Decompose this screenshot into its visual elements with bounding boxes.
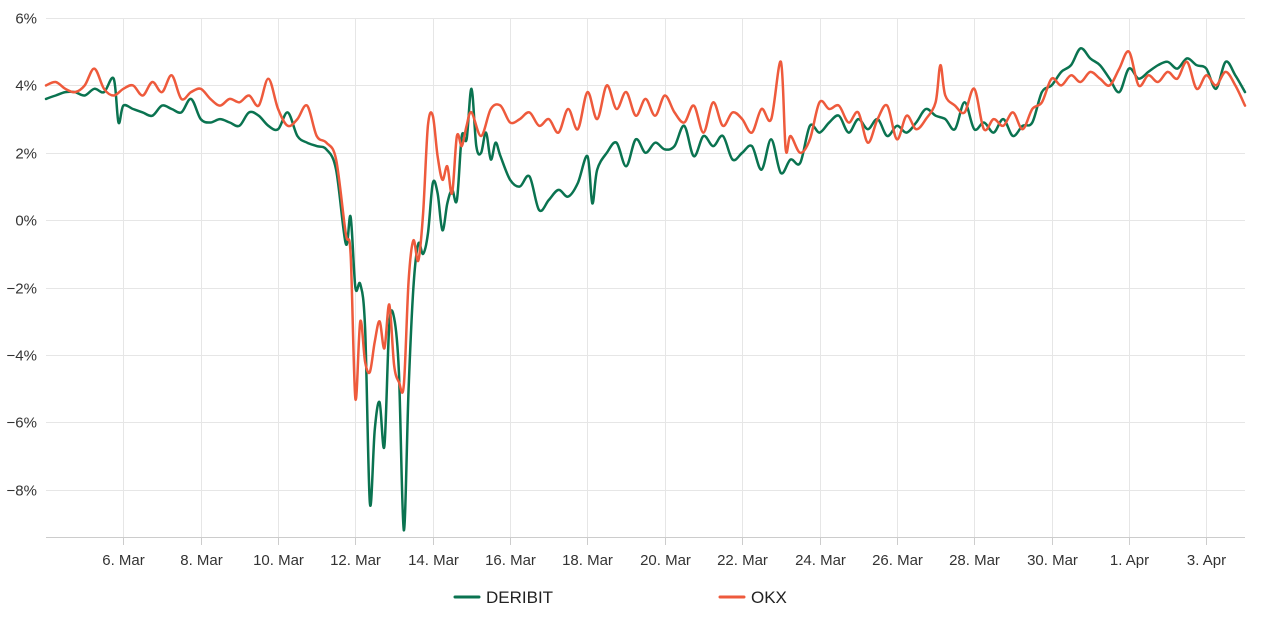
x-tick-label: 3. Apr xyxy=(1187,552,1226,569)
grid xyxy=(46,18,1245,537)
y-tick-label: −4% xyxy=(7,348,37,365)
legend-item-okx[interactable]: OKX xyxy=(718,588,787,607)
y-tick-label: 0% xyxy=(15,213,37,230)
x-tick-label: 18. Mar xyxy=(562,552,613,569)
x-tick-label: 28. Mar xyxy=(949,552,1000,569)
x-tick-label: 22. Mar xyxy=(717,552,768,569)
y-tick-label: 4% xyxy=(15,78,37,95)
y-tick-label: −6% xyxy=(7,415,37,432)
legend-label: DERIBIT xyxy=(486,588,553,607)
x-tick-label: 12. Mar xyxy=(330,552,381,569)
y-tick-label: −8% xyxy=(7,483,37,500)
x-tick-label: 30. Mar xyxy=(1027,552,1078,569)
x-tick-label: 10. Mar xyxy=(253,552,304,569)
x-tick-label: 6. Mar xyxy=(102,552,145,569)
x-tick-label: 8. Mar xyxy=(180,552,223,569)
series-line-okx[interactable] xyxy=(44,50,1247,401)
x-tick-label: 26. Mar xyxy=(872,552,923,569)
legend[interactable]: DERIBIT OKX xyxy=(453,588,787,607)
x-tick-label: 20. Mar xyxy=(640,552,691,569)
x-tick-label: 24. Mar xyxy=(795,552,846,569)
y-axis: 6% 4% 2% 0% −2% −4% −6% −8% xyxy=(7,11,37,500)
plot-area xyxy=(44,47,1247,532)
x-axis: 6. Mar 8. Mar 10. Mar 12. Mar 14. Mar 16. Mar… xyxy=(46,537,1245,569)
y-tick-label: 6% xyxy=(15,11,37,28)
y-tick-label: 2% xyxy=(15,146,37,163)
x-tick-label: 14. Mar xyxy=(408,552,459,569)
series-line-deribit[interactable] xyxy=(44,47,1247,532)
y-tick-label: −2% xyxy=(7,281,37,298)
legend-label: OKX xyxy=(751,588,787,607)
x-tick-label: 16. Mar xyxy=(485,552,536,569)
x-tick-label: 1. Apr xyxy=(1110,552,1149,569)
legend-item-deribit[interactable]: DERIBIT xyxy=(453,588,553,607)
